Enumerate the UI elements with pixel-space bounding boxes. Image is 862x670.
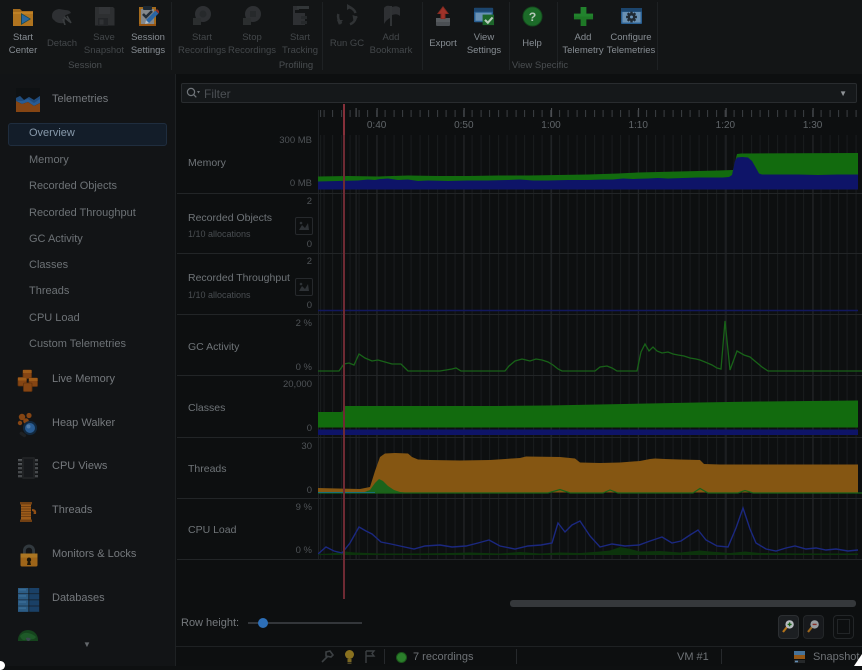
svg-text:?: ? [528, 10, 536, 24]
